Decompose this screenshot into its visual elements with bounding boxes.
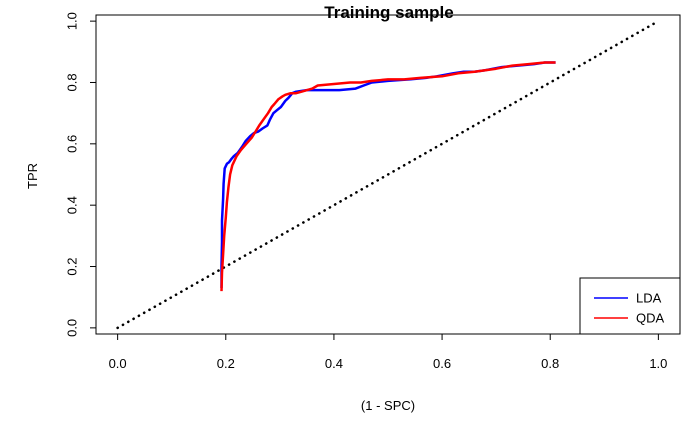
x-axis-label: (1 - SPC) (361, 398, 415, 413)
x-tick-label: 0.4 (325, 356, 343, 371)
y-tick-label: 1.0 (65, 12, 80, 30)
series-lines (220, 61, 556, 292)
legend-label-lda: LDA (636, 291, 662, 306)
legend-box (579, 277, 681, 335)
x-tick-label: 0.2 (217, 356, 235, 371)
y-axis: 0.0 0.2 0.4 0.6 0.8 1.0 (65, 12, 97, 337)
y-tick-label: 0.0 (65, 319, 80, 337)
x-tick-label: 1.0 (649, 356, 667, 371)
reference-line (116, 19, 660, 330)
reference-diagonal (116, 19, 660, 330)
legend-label-qda: QDA (636, 311, 665, 326)
x-tick-label: 0.6 (433, 356, 451, 371)
x-tick-label: 0.0 (109, 356, 127, 371)
y-axis-label: TPR (25, 163, 40, 189)
y-tick-label: 0.8 (65, 73, 80, 91)
y-tick-label: 0.6 (65, 135, 80, 153)
x-axis: 0.0 0.2 0.4 0.6 0.8 1.0 (109, 333, 667, 371)
y-tick-label: 0.2 (65, 257, 80, 275)
legend: LDA QDA (579, 277, 681, 335)
y-tick-label: 0.4 (65, 196, 80, 214)
chart-title: Training sample (324, 3, 453, 22)
x-tick-label: 0.8 (541, 356, 559, 371)
series-line-qda (220, 61, 556, 292)
